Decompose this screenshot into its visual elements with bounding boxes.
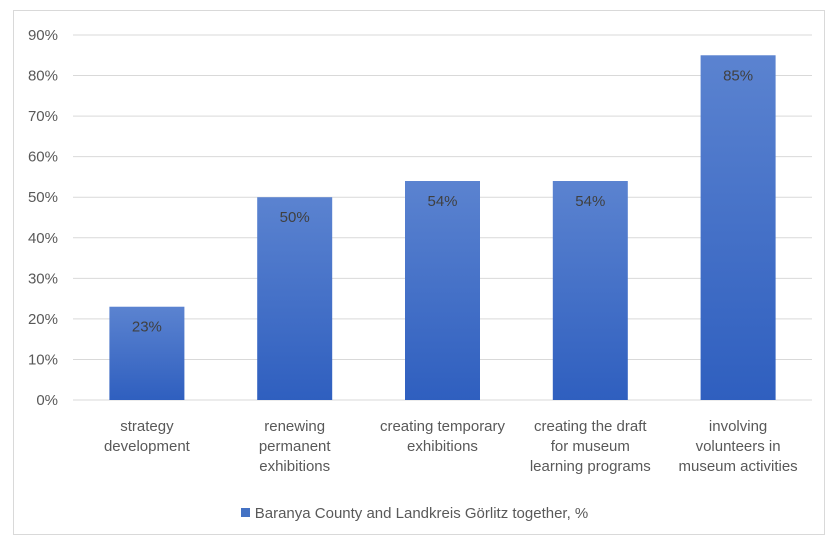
bar: [257, 197, 333, 400]
x-tick-label: learning programs: [530, 458, 651, 475]
x-tick-label: exhibitions: [407, 438, 478, 455]
y-tick-label: 0%: [36, 392, 58, 409]
x-tick-label: renewing: [264, 418, 325, 435]
y-axis: 0% 10% 20% 30% 40% 50% 60% 70% 80% 90%: [28, 27, 58, 409]
y-tick-label: 20%: [28, 311, 58, 328]
y-tick-label: 10%: [28, 351, 58, 368]
data-label: 50%: [280, 209, 310, 226]
y-tick-label: 60%: [28, 149, 58, 166]
x-tick-label: creating the draft: [534, 418, 647, 435]
x-tick-label: creating temporary: [380, 418, 506, 435]
legend: Baranya County and Landkreis Görlitz tog…: [0, 505, 829, 522]
x-tick-label: for museum: [551, 438, 630, 455]
data-label: 54%: [575, 193, 605, 210]
x-tick-label: involving: [709, 418, 767, 435]
x-tick-label: volunteers in: [696, 438, 781, 455]
y-tick-label: 90%: [28, 27, 58, 44]
y-tick-label: 50%: [28, 189, 58, 206]
y-tick-label: 30%: [28, 270, 58, 287]
bar: [552, 181, 628, 400]
bars: [109, 55, 776, 401]
bar: [109, 306, 185, 400]
data-label: 54%: [427, 193, 457, 210]
x-tick-label: museum activities: [678, 458, 797, 475]
x-tick-label: strategy: [120, 418, 174, 435]
y-tick-label: 40%: [28, 230, 58, 247]
bar: [700, 55, 776, 401]
legend-swatch: [240, 508, 250, 517]
y-tick-label: 70%: [28, 108, 58, 125]
x-tick-label: development: [104, 438, 191, 455]
bar: [405, 181, 480, 400]
data-label: 85%: [723, 67, 753, 84]
x-tick-label: exhibitions: [259, 458, 330, 475]
legend-label: Baranya County and Landkreis Görlitz tog…: [254, 505, 589, 522]
data-labels: 23% 50% 54% 54% 85%: [132, 67, 753, 335]
x-tick-label: permanent: [259, 438, 332, 455]
x-axis: strategy development renewing permanent exhi…: [104, 418, 798, 475]
gridlines: [73, 34, 812, 401]
data-label: 23%: [132, 319, 162, 336]
y-tick-label: 80%: [28, 68, 58, 85]
